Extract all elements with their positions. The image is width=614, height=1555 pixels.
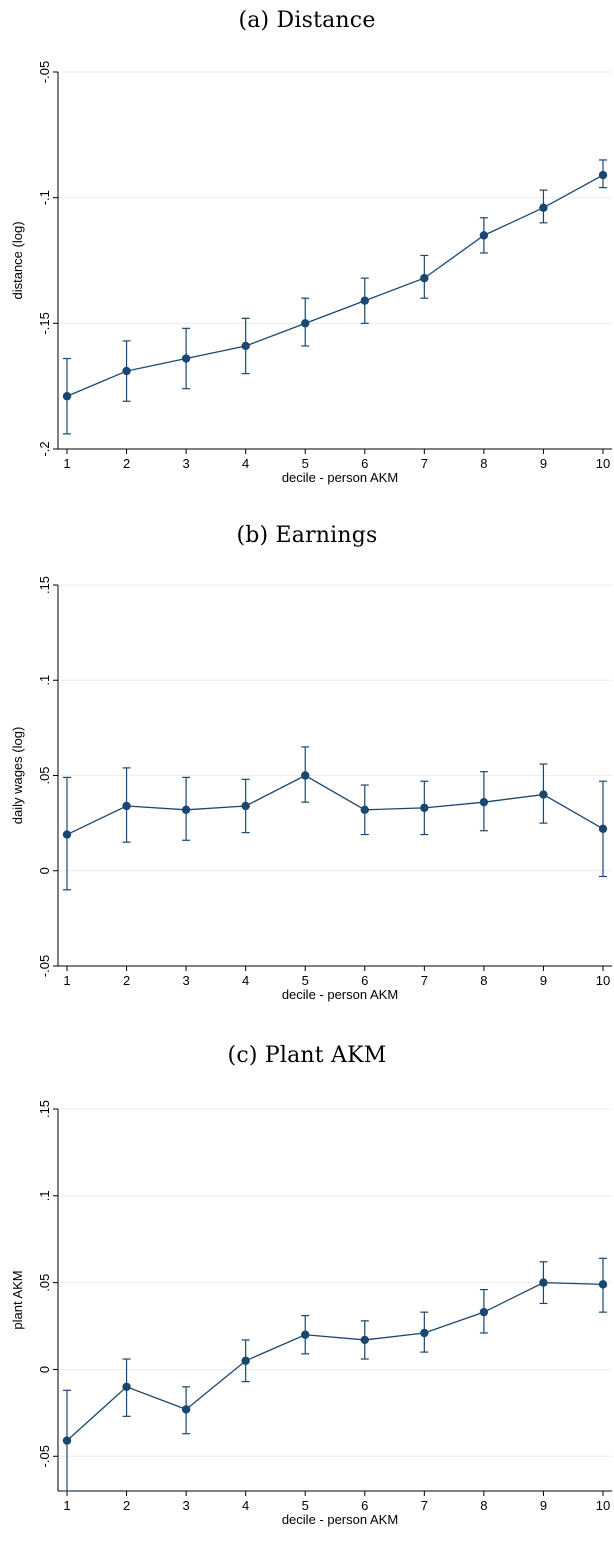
x-tick-label: 9 <box>540 456 547 471</box>
x-tick-label: 3 <box>182 973 189 988</box>
data-point <box>301 319 310 328</box>
chart-panel-earnings: (b) Earnings .15 .1 .05 0 -.05 1 2 3 4 5 6 7 8 9 10 dec… <box>0 515 614 1035</box>
x-tick-label: 8 <box>480 456 487 471</box>
data-point <box>122 801 131 811</box>
y-tick-label: -.05 <box>37 61 52 83</box>
data-point <box>420 1328 429 1338</box>
x-tick-label: 1 <box>63 1498 70 1513</box>
x-tick-label: 4 <box>242 456 249 471</box>
y-axis-label: plant AKM <box>10 1270 25 1329</box>
data-point <box>598 1280 608 1289</box>
x-tick-label: 6 <box>361 1498 368 1513</box>
chart-svg-distance: -.05 -.1 -.15 -.2 1 2 3 4 5 6 7 8 9 10 decile - person… <box>10 61 612 485</box>
data-point <box>241 801 250 811</box>
y-tick-label: .15 <box>37 1100 52 1118</box>
x-axis-label: decile - person AKM <box>282 1512 398 1527</box>
data-point <box>241 341 250 351</box>
data-point <box>420 273 429 283</box>
x-tick-label: 3 <box>182 456 189 471</box>
y-tick-label: .1 <box>37 675 52 686</box>
y-axis-label: distance (log) <box>10 221 25 299</box>
data-point <box>420 803 429 813</box>
y-tick-label: .1 <box>37 1190 52 1201</box>
x-axis-label: decile - person AKM <box>282 470 398 485</box>
chart-svg-earnings: .15 .1 .05 0 -.05 1 2 3 4 5 6 7 8 9 10 decile - person … <box>10 576 612 1002</box>
data-point <box>62 392 72 401</box>
data-point <box>122 1382 131 1392</box>
y-tick-label: 0 <box>37 867 52 874</box>
data-point <box>539 1278 548 1287</box>
data-point <box>479 1307 489 1317</box>
data-point <box>598 824 608 834</box>
data-point <box>360 296 369 305</box>
data-point <box>181 354 191 363</box>
x-tick-label: 10 <box>596 1498 610 1513</box>
data-point <box>181 1405 191 1414</box>
x-tick-label: 5 <box>302 456 309 471</box>
y-tick-label: .15 <box>37 576 52 594</box>
y-axis-label: daily wages (log) <box>10 727 25 825</box>
y-tick-label: .05 <box>37 1274 52 1292</box>
y-tick-label: -.15 <box>37 312 52 334</box>
series-line <box>66 174 604 397</box>
series-line <box>66 1281 604 1442</box>
y-tick-label: -.05 <box>37 1445 52 1467</box>
x-tick-label: 2 <box>123 973 130 988</box>
x-tick-label: 8 <box>480 1498 487 1513</box>
data-point <box>539 203 548 212</box>
data-point <box>301 1330 310 1339</box>
chart-panel-distance: (a) Distance -.05 -.1 -.15 -.2 1 2 3 4 5 6 7 8 9 10 de… <box>0 0 614 510</box>
x-tick-label: 7 <box>421 973 428 988</box>
y-tick-label: -.1 <box>37 190 52 205</box>
x-tick-label: 2 <box>123 456 130 471</box>
y-tick-label: 0 <box>37 1366 52 1373</box>
x-tick-label: 9 <box>540 973 547 988</box>
data-point <box>122 366 131 376</box>
chart-title: (a) Distance <box>238 8 376 33</box>
data-point <box>479 797 489 807</box>
data-point <box>241 1356 250 1365</box>
x-tick-label: 1 <box>63 973 70 988</box>
x-tick-label: 10 <box>596 973 610 988</box>
data-point <box>598 170 608 180</box>
series-line <box>66 774 604 836</box>
chart-svg-plant-akm: .15 .1 .05 0 -.05 1 2 3 4 5 6 7 8 9 10 decile - person … <box>10 1100 612 1527</box>
x-tick-label: 4 <box>242 973 249 988</box>
y-tick-label: .05 <box>37 766 52 784</box>
data-point <box>62 830 72 839</box>
x-tick-label: 5 <box>302 973 309 988</box>
y-tick-label: -.05 <box>37 955 52 977</box>
x-tick-label: 7 <box>421 1498 428 1513</box>
data-point <box>301 771 310 780</box>
chart-title: (b) Earnings <box>236 523 378 548</box>
data-point <box>479 231 489 240</box>
x-tick-label: 6 <box>361 456 368 471</box>
data-point <box>181 805 191 814</box>
data-point <box>360 1335 369 1345</box>
x-tick-label: 10 <box>596 456 610 471</box>
data-point <box>360 805 369 814</box>
chart-title: (c) Plant AKM <box>227 1043 387 1068</box>
data-point <box>62 1436 72 1445</box>
x-tick-label: 4 <box>242 1498 249 1513</box>
x-tick-label: 1 <box>63 456 70 471</box>
x-tick-label: 3 <box>182 1498 189 1513</box>
data-point <box>539 790 548 799</box>
y-tick-label: -.2 <box>37 441 52 456</box>
chart-panel-plant-akm: (c) Plant AKM .15 .1 .05 0 -.05 1 2 3 4 5 6 7 8 9 10 de… <box>0 1035 614 1555</box>
x-tick-label: 2 <box>123 1498 130 1513</box>
x-tick-label: 8 <box>480 973 487 988</box>
x-tick-label: 7 <box>421 456 428 471</box>
x-tick-label: 6 <box>361 973 368 988</box>
x-tick-label: 5 <box>302 1498 309 1513</box>
x-tick-label: 9 <box>540 1498 547 1513</box>
x-axis-label: decile - person AKM <box>282 987 398 1002</box>
